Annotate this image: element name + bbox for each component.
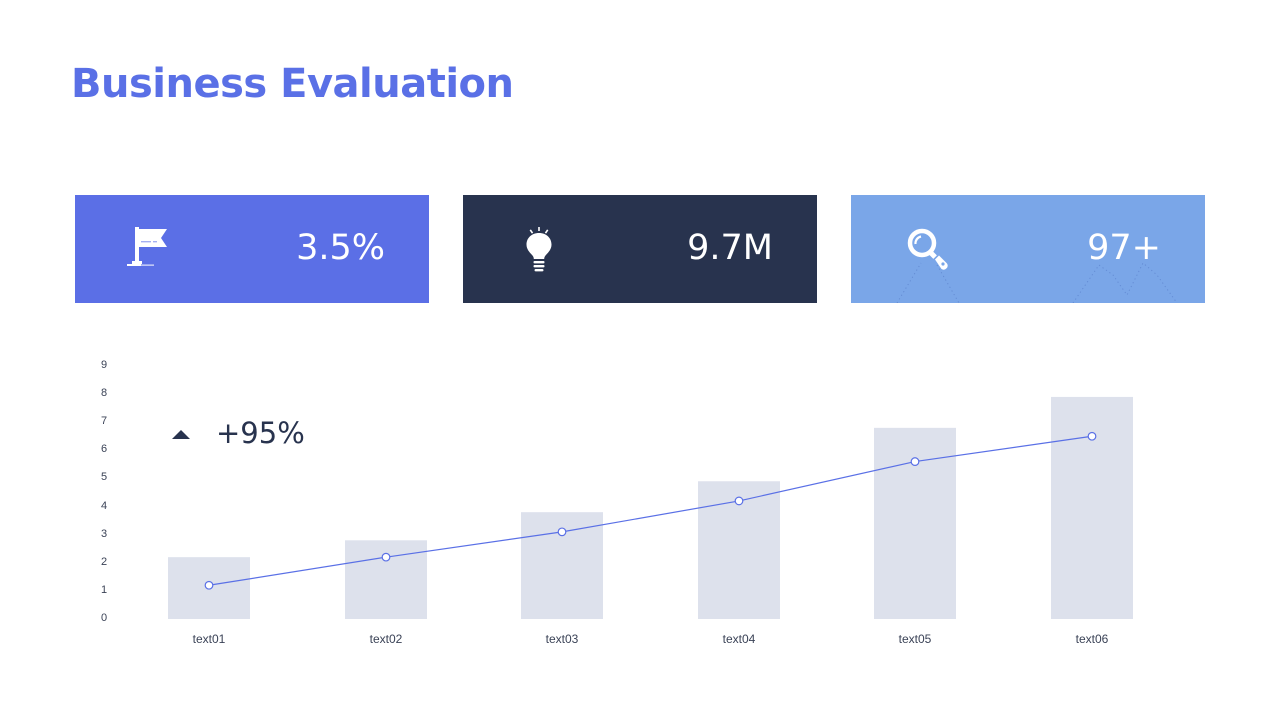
- flag-icon: [127, 227, 167, 266]
- x-tick-label: text02: [369, 632, 403, 646]
- stat-card-2: 9.7M: [463, 195, 817, 303]
- x-tick-label: text04: [722, 632, 756, 646]
- y-tick-label: 1: [100, 583, 108, 596]
- line-point-text02: [381, 552, 391, 562]
- x-tick-label: text03: [545, 632, 579, 646]
- y-tick-label: 0: [100, 612, 108, 624]
- magnifier-icon: [907, 228, 948, 270]
- x-tick-label: text01: [192, 632, 226, 646]
- page-title: Business Evaluation: [71, 61, 514, 107]
- y-tick-label: 6: [100, 443, 108, 456]
- y-tick-label: 5: [100, 471, 108, 484]
- growth-percentage: +95%: [216, 416, 305, 450]
- y-tick-label: 4: [100, 499, 108, 512]
- stat-value-3: 97+: [1087, 228, 1161, 268]
- y-tick-label: 3: [100, 527, 108, 540]
- line-point-text06: [1087, 431, 1097, 441]
- lightbulb-icon: [526, 227, 552, 272]
- trend-line: [208, 435, 1093, 586]
- y-tick-label: 8: [100, 387, 108, 400]
- stat-card-3: 97+: [851, 195, 1205, 303]
- y-tick-label: 7: [100, 415, 108, 428]
- triangle-up-icon: [172, 430, 190, 439]
- y-tick-label: 2: [100, 555, 108, 568]
- bar-text02: [345, 540, 427, 619]
- stat-value-2: 9.7M: [687, 228, 773, 268]
- line-point-text04: [734, 496, 744, 506]
- y-tick-label: 9: [100, 359, 108, 371]
- x-tick-label: text05: [898, 632, 932, 646]
- bar-text06: [1051, 396, 1133, 619]
- stat-value-1: 3.5%: [296, 228, 385, 268]
- x-tick-label: text06: [1075, 632, 1109, 646]
- line-point-text01: [204, 580, 214, 590]
- line-point-text05: [910, 457, 920, 466]
- bar-text05: [874, 427, 956, 619]
- line-point-text03: [557, 527, 567, 537]
- stat-card-1: 3.5%: [75, 195, 429, 303]
